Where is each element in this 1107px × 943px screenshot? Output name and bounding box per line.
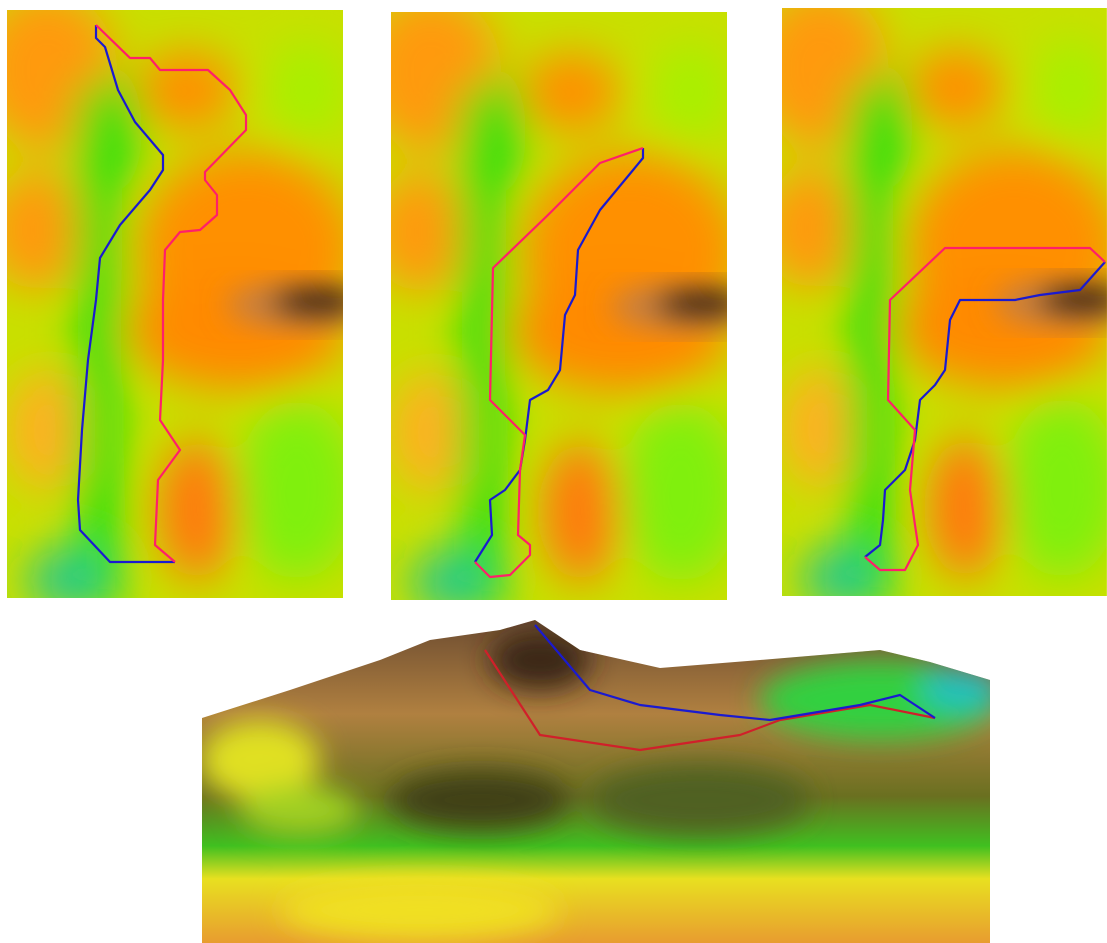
figure bbox=[0, 0, 1107, 943]
terrain-3d bbox=[200, 615, 1000, 943]
heatmap-1 bbox=[0, 0, 367, 610]
heatmap-2 bbox=[361, 0, 751, 612]
page: {} bbox=[0, 0, 1107, 943]
heatmap-3 bbox=[753, 0, 1107, 608]
